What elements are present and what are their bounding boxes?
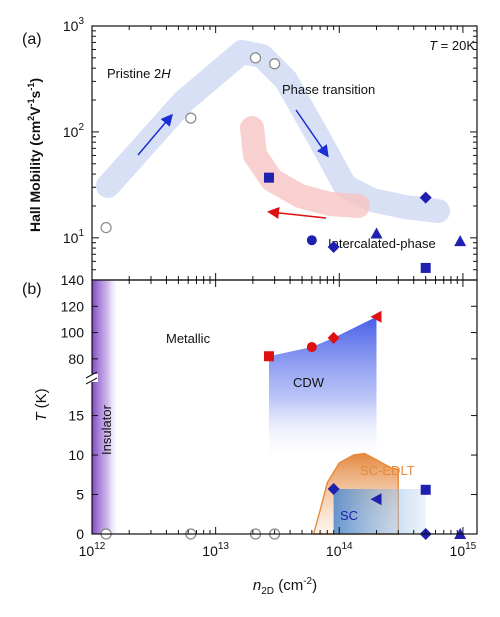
x-tick-label: 1013: [202, 541, 229, 559]
y-tick-label: 120: [61, 298, 85, 314]
trend-arrow-up: [137, 113, 173, 156]
sc-edlt-label: SC-EDLT: [360, 463, 415, 478]
data-point-open-circle: [185, 112, 197, 124]
temperature-label: T = 20K: [429, 38, 475, 53]
y-tick-label: 103: [63, 16, 85, 34]
data-point-diamond: [327, 331, 340, 344]
trend-arrow-down: [295, 109, 329, 158]
panel-a-markers: [100, 52, 467, 273]
axis-break-mark: [85, 377, 98, 385]
data-point-diamond: [327, 483, 340, 495]
data-point-open-circle: [249, 52, 262, 64]
data-point-diamond: [419, 191, 432, 204]
x-tick-label: 1012: [79, 541, 106, 559]
y-tick-label: 101: [63, 228, 85, 246]
pristine-label: Pristine 2H: [107, 66, 171, 81]
phase-transition-label: Phase transition: [282, 82, 375, 97]
trend-arrow-left: [267, 206, 327, 219]
y-tick-label: 80: [68, 351, 84, 367]
data-point-open-circle: [100, 221, 112, 234]
insulator-region: [92, 280, 120, 534]
x-axis-label: n2D (cm-2): [253, 576, 317, 597]
y-axis-label-a: Hall Mobility (cm2V-1s-1): [26, 78, 43, 232]
y-tick-label: 0: [76, 526, 84, 542]
sc-label: SC: [340, 508, 358, 523]
data-point-open-circle: [269, 58, 281, 70]
panel-b-label: (b): [22, 281, 42, 298]
data-point-square: [420, 262, 431, 273]
data-point-triangle: [370, 310, 382, 323]
intercalated-pink-band: [240, 116, 370, 218]
cdw-region: [268, 316, 377, 463]
data-point-triangle: [370, 493, 382, 506]
y-tick-label: 140: [61, 272, 85, 288]
y-tick-label: 15: [68, 408, 84, 424]
data-point-triangle: [370, 227, 383, 239]
insulator-label: Insulator: [99, 404, 114, 455]
panel-b: (b) Insulator Metallic CDW SC-EDLT SC T …: [22, 272, 478, 597]
cdw-label: CDW: [293, 375, 325, 390]
data-point-triangle: [454, 235, 467, 247]
data-point-circle: [306, 235, 317, 246]
panel-a-label: (a): [22, 31, 42, 48]
axis-break-mark: [85, 371, 98, 379]
intercalated-label: Intercalated-phase: [328, 236, 436, 251]
y-tick-label: 100: [61, 325, 85, 341]
data-point-square: [263, 351, 274, 362]
data-point-diamond: [327, 240, 340, 253]
axis-break-gap: [86, 374, 98, 382]
x-tick-label: 1015: [450, 541, 477, 559]
x-tick-label: 1014: [326, 541, 353, 559]
panel-b-frame: [91, 279, 478, 535]
data-point-square: [420, 484, 431, 495]
data-point-square: [263, 172, 274, 183]
y-axis-label-b: T (K): [33, 388, 50, 421]
pristine-band: [96, 40, 450, 223]
y-tick-label: 5: [76, 487, 84, 503]
y-tick-label: 102: [63, 122, 85, 140]
metallic-label: Metallic: [166, 331, 211, 346]
y-tick-label: 10: [68, 447, 84, 463]
data-point-circle: [306, 342, 317, 353]
panel-b-markers: [100, 310, 467, 540]
panel-a: (a) T = 20K Pristine 2H Phase transition…: [22, 16, 478, 281]
